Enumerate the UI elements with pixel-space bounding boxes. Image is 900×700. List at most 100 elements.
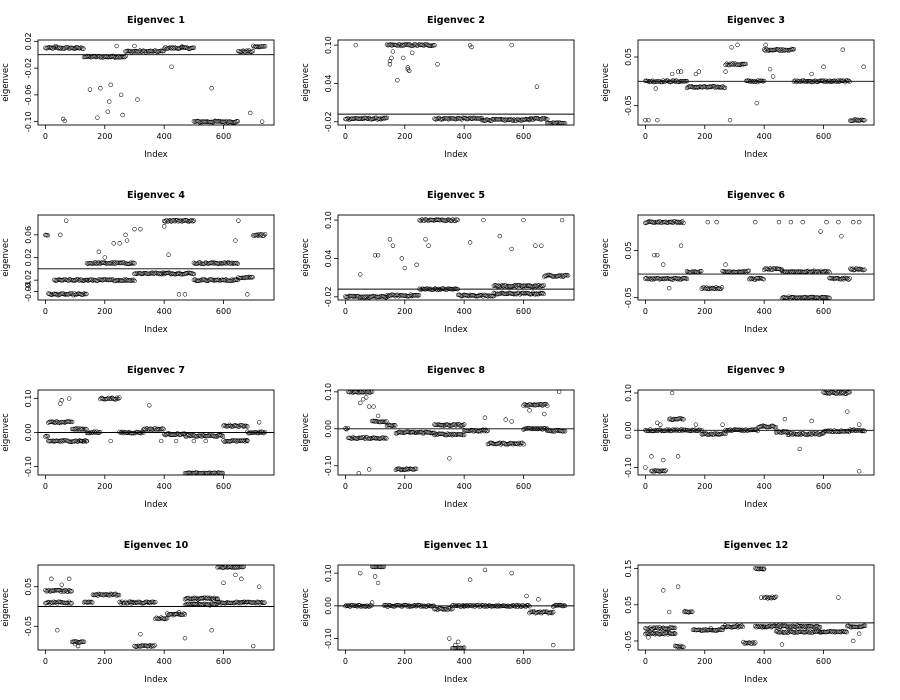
data-point (233, 572, 238, 578)
data-point (861, 623, 867, 628)
data-point (735, 625, 741, 630)
data-point (743, 61, 748, 67)
data-point (241, 564, 246, 569)
x-tick-label: 400 (757, 307, 772, 316)
x-tick-label: 0 (643, 307, 648, 316)
data-point (455, 217, 460, 223)
data-point (772, 595, 778, 600)
data-point (862, 623, 868, 628)
data-point (672, 631, 678, 636)
x-tick-label: 0 (43, 482, 48, 491)
data-point (384, 419, 389, 424)
data-point (160, 426, 165, 431)
data-point (705, 219, 710, 225)
data-point (542, 411, 547, 417)
data-point (817, 624, 823, 630)
data-point (248, 49, 253, 55)
data-point (372, 253, 378, 258)
data-point (44, 233, 49, 238)
data-point (197, 260, 202, 265)
x-axis-label: Index (444, 675, 467, 685)
data-point (696, 270, 702, 275)
x-tick-label: 0 (43, 657, 48, 666)
data-point (390, 49, 396, 54)
x-tick-label: 400 (157, 657, 172, 666)
data-point (847, 276, 852, 281)
data-point (845, 428, 850, 434)
data-point (643, 465, 648, 470)
data-point (390, 243, 396, 248)
data-point (643, 117, 648, 123)
x-tick-label: 600 (816, 482, 831, 491)
data-point (675, 584, 681, 589)
x-tick-label: 600 (216, 482, 231, 491)
data-point (96, 249, 102, 255)
plot-frame (637, 39, 875, 126)
panel-title: Eigenvec 2 (427, 15, 485, 26)
data-point (773, 594, 779, 599)
x-tick-label: 600 (516, 132, 531, 141)
scatter-panel: Eigenvec 8 0 200 400 600 -0.10 0.00 0.10 Index ei… (301, 365, 575, 510)
data-point (214, 596, 220, 602)
data-point (791, 46, 797, 52)
data-point (163, 432, 168, 438)
data-point (120, 112, 125, 118)
data-point (172, 219, 178, 224)
data-point (383, 419, 388, 425)
data-point (405, 67, 410, 72)
x-tick-label: 400 (757, 657, 772, 666)
y-tick-label: -0.05 (624, 631, 633, 652)
panel-title: Eigenvec 1 (127, 15, 185, 26)
data-point (234, 599, 239, 604)
y-tick-label: 0.00 (24, 424, 33, 442)
data-point (170, 612, 176, 618)
data-point (826, 268, 831, 274)
data-point (663, 468, 668, 473)
data-point (220, 433, 226, 439)
data-point (445, 217, 451, 222)
data-point (669, 390, 675, 396)
data-point (75, 643, 81, 649)
data-point (262, 44, 268, 49)
x-tick-label: 0 (643, 132, 648, 141)
data-point (81, 439, 87, 444)
data-point (562, 121, 568, 126)
data-point (720, 627, 725, 633)
y-tick-label: -0.10 (24, 111, 33, 132)
y-tick-label: -0.02 (324, 286, 333, 307)
data-point (176, 610, 182, 615)
data-point (362, 295, 367, 300)
data-point (60, 439, 65, 444)
y-tick-label: -0.02 (324, 111, 333, 132)
data-point (453, 642, 458, 648)
data-point (371, 404, 376, 409)
x-tick-label: 400 (157, 307, 172, 316)
data-point (545, 403, 550, 408)
data-point (453, 423, 459, 428)
data-point (51, 599, 56, 604)
data-point (739, 623, 744, 628)
data-point (181, 611, 186, 616)
data-point (851, 219, 856, 225)
data-point (458, 423, 463, 429)
data-point (87, 87, 93, 92)
x-tick-label: 200 (97, 482, 112, 491)
y-axis-label: eigenvec (301, 588, 311, 627)
panel-title: Eigenvec 11 (424, 540, 489, 551)
data-point (454, 286, 459, 292)
data-point (761, 567, 766, 572)
data-point (375, 413, 381, 419)
data-point (95, 430, 100, 435)
data-point (138, 430, 144, 436)
data-point (800, 219, 805, 225)
data-point (344, 427, 349, 432)
x-tick-label: 400 (757, 482, 772, 491)
data-points (343, 564, 568, 651)
x-tick-label: 400 (457, 307, 472, 316)
panel-title: Eigenvec 4 (127, 190, 185, 201)
data-point (675, 454, 681, 459)
data-point (358, 570, 363, 576)
data-point (483, 427, 488, 433)
data-point (534, 84, 540, 89)
data-point (655, 117, 660, 123)
